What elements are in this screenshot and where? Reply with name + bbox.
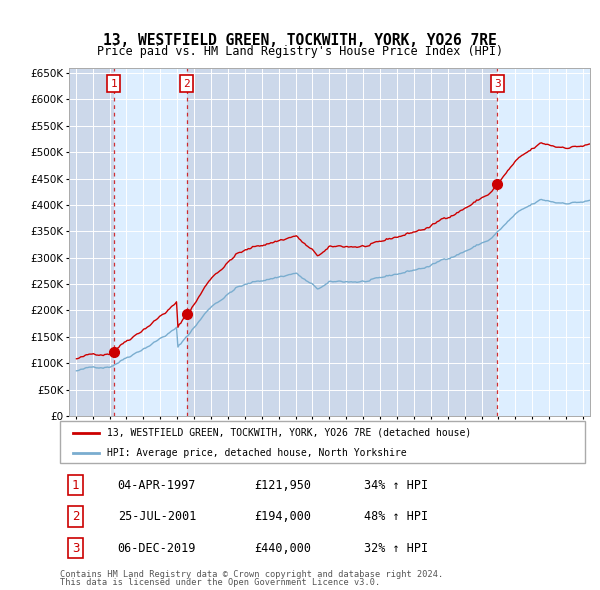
Bar xyxy=(114,68,187,416)
Bar xyxy=(497,68,590,416)
Text: 04-APR-1997: 04-APR-1997 xyxy=(118,478,196,491)
Text: 2: 2 xyxy=(72,510,79,523)
Text: 48% ↑ HPI: 48% ↑ HPI xyxy=(365,510,428,523)
Text: HPI: Average price, detached house, North Yorkshire: HPI: Average price, detached house, Nort… xyxy=(107,448,407,457)
Text: 13, WESTFIELD GREEN, TOCKWITH, YORK, YO26 7RE: 13, WESTFIELD GREEN, TOCKWITH, YORK, YO2… xyxy=(103,33,497,48)
Text: 25-JUL-2001: 25-JUL-2001 xyxy=(118,510,196,523)
Text: £440,000: £440,000 xyxy=(254,542,311,555)
Text: £194,000: £194,000 xyxy=(254,510,311,523)
Text: 1: 1 xyxy=(72,478,79,491)
Text: 32% ↑ HPI: 32% ↑ HPI xyxy=(365,542,428,555)
Text: 3: 3 xyxy=(494,78,500,88)
Text: 06-DEC-2019: 06-DEC-2019 xyxy=(118,542,196,555)
Bar xyxy=(187,68,497,416)
FancyBboxPatch shape xyxy=(60,421,585,463)
Text: Price paid vs. HM Land Registry's House Price Index (HPI): Price paid vs. HM Land Registry's House … xyxy=(97,45,503,58)
Text: 3: 3 xyxy=(72,542,79,555)
Text: Contains HM Land Registry data © Crown copyright and database right 2024.: Contains HM Land Registry data © Crown c… xyxy=(60,569,443,579)
Text: 1: 1 xyxy=(110,78,118,88)
Text: 2: 2 xyxy=(184,78,190,88)
Bar xyxy=(69,68,114,416)
Text: 34% ↑ HPI: 34% ↑ HPI xyxy=(365,478,428,491)
Text: 13, WESTFIELD GREEN, TOCKWITH, YORK, YO26 7RE (detached house): 13, WESTFIELD GREEN, TOCKWITH, YORK, YO2… xyxy=(107,428,472,438)
Text: This data is licensed under the Open Government Licence v3.0.: This data is licensed under the Open Gov… xyxy=(60,578,380,587)
Text: £121,950: £121,950 xyxy=(254,478,311,491)
